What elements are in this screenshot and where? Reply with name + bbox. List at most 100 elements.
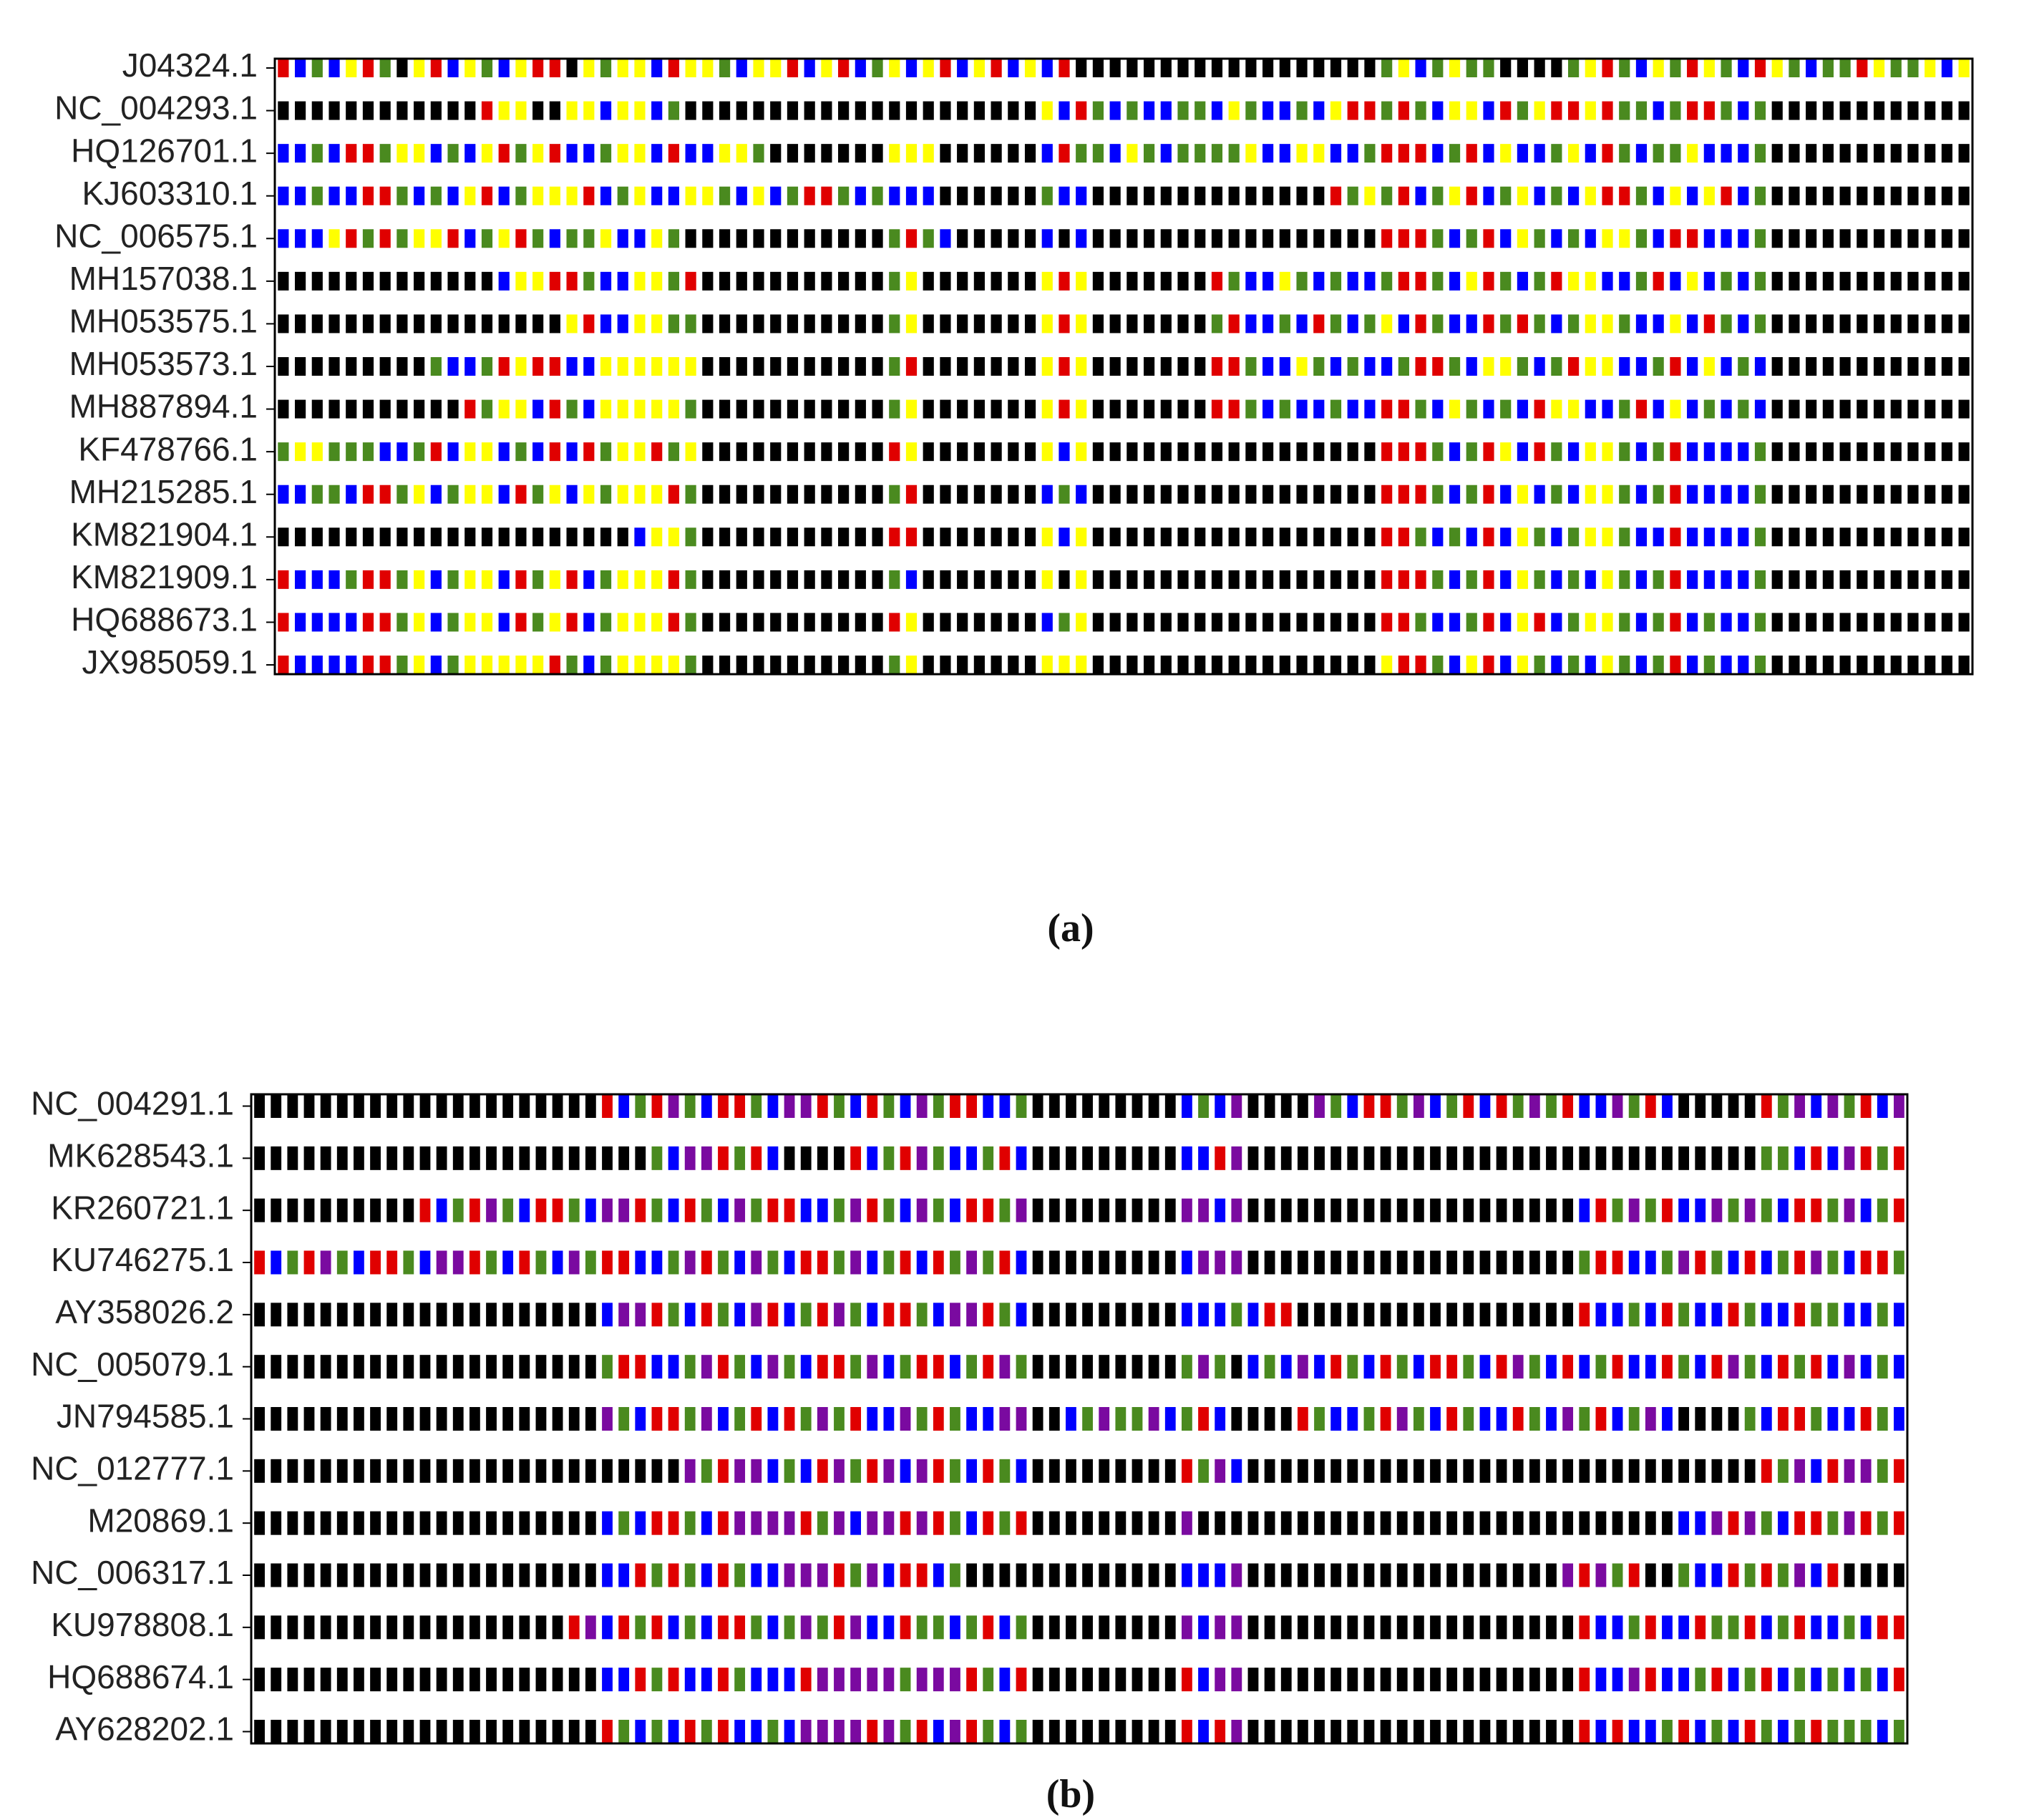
base-tile xyxy=(1612,1563,1623,1587)
base-tile xyxy=(532,357,544,376)
base-tile xyxy=(1877,1563,1888,1587)
base-tile xyxy=(751,1720,762,1743)
base-tile xyxy=(751,1407,762,1431)
base-tile xyxy=(905,656,918,674)
base-tile xyxy=(838,527,850,547)
base-tile xyxy=(668,229,680,248)
base-tile xyxy=(753,271,764,291)
base-tile xyxy=(1827,1250,1839,1275)
base-tile xyxy=(535,1146,547,1170)
base-tile xyxy=(1925,144,1936,163)
base-tile xyxy=(469,1250,480,1275)
base-tile xyxy=(1687,442,1698,462)
base-tile xyxy=(821,442,832,462)
base-tile xyxy=(983,1355,994,1379)
base-tile xyxy=(1534,229,1545,248)
base-tile xyxy=(1744,1615,1756,1640)
base-tile xyxy=(855,485,866,504)
base-tile xyxy=(1076,271,1087,291)
base-tile xyxy=(1432,613,1444,632)
base-tile xyxy=(784,1563,795,1587)
base-tile xyxy=(1645,1198,1656,1222)
base-tile xyxy=(1771,59,1783,77)
base-tile xyxy=(1645,1615,1656,1640)
base-tile xyxy=(311,613,323,632)
base-tile xyxy=(1794,1720,1805,1743)
base-tile xyxy=(916,1250,928,1275)
base-tile xyxy=(635,1407,646,1431)
base-tile xyxy=(354,1303,364,1327)
base-tile xyxy=(1016,1511,1027,1535)
base-tile xyxy=(1446,1303,1458,1327)
base-tile xyxy=(1653,357,1664,376)
base-tile xyxy=(1662,1615,1673,1640)
base-tile xyxy=(1132,1563,1143,1587)
base-tile xyxy=(464,527,476,547)
base-tile xyxy=(1567,101,1580,120)
base-tile xyxy=(498,186,510,205)
base-tile xyxy=(1873,656,1885,674)
base-tile xyxy=(1024,613,1036,632)
base-tile xyxy=(1612,1250,1623,1275)
base-tile xyxy=(1143,485,1155,504)
base-tile xyxy=(787,570,799,589)
base-tile xyxy=(1177,399,1189,419)
base-tile xyxy=(950,1615,960,1640)
base-tile xyxy=(396,442,408,462)
base-tile xyxy=(486,1094,497,1118)
base-tile xyxy=(1500,570,1512,589)
base-tile xyxy=(254,1250,265,1275)
base-tile xyxy=(532,399,544,419)
base-tile xyxy=(1016,1563,1027,1587)
base-tile xyxy=(1721,442,1732,462)
base-tile xyxy=(1132,1355,1143,1379)
base-tile xyxy=(1380,1303,1391,1327)
base-tile xyxy=(1827,1094,1839,1118)
base-tile xyxy=(1363,1303,1375,1327)
base-tile xyxy=(602,1094,613,1118)
base-tile xyxy=(1941,399,1953,419)
base-tile xyxy=(1398,485,1409,504)
base-tile xyxy=(1602,570,1613,589)
base-tile xyxy=(1024,314,1036,334)
base-tile xyxy=(336,1563,348,1587)
base-tile xyxy=(419,1459,431,1483)
base-tile xyxy=(1512,1511,1524,1535)
base-tile xyxy=(1517,186,1529,205)
base-tile xyxy=(1619,271,1630,291)
base-tile xyxy=(1811,1355,1822,1379)
base-tile xyxy=(1398,527,1409,547)
base-tile xyxy=(1245,101,1257,120)
base-tile xyxy=(850,1720,862,1743)
base-tile xyxy=(498,613,510,632)
base-tile xyxy=(1215,1615,1226,1640)
base-tile xyxy=(751,1094,762,1118)
base-tile xyxy=(1415,442,1426,462)
base-tile xyxy=(552,1355,563,1379)
base-tile xyxy=(784,1720,795,1743)
base-tile xyxy=(486,1407,497,1431)
base-tile xyxy=(1857,485,1868,504)
base-tile xyxy=(1066,1615,1076,1640)
base-tile xyxy=(254,1459,265,1483)
base-tile xyxy=(535,1198,547,1222)
base-tile xyxy=(1446,1615,1458,1640)
base-tile xyxy=(1483,314,1494,334)
base-tile xyxy=(1941,485,1953,504)
base-tile xyxy=(1771,570,1783,589)
base-tile xyxy=(1160,570,1172,589)
base-tile xyxy=(1380,1511,1391,1535)
base-tile xyxy=(1873,271,1885,291)
base-tile xyxy=(1127,527,1138,547)
base-tile xyxy=(1228,442,1240,462)
base-tile xyxy=(933,1355,944,1379)
base-tile xyxy=(719,656,731,674)
base-tile xyxy=(940,144,951,163)
base-tile xyxy=(568,1511,580,1535)
base-tile xyxy=(1430,1094,1441,1118)
base-tile xyxy=(804,527,815,547)
base-tile xyxy=(1215,1198,1226,1222)
base-tile xyxy=(991,527,1002,547)
base-tile xyxy=(1958,229,1970,248)
base-tile xyxy=(430,485,442,504)
